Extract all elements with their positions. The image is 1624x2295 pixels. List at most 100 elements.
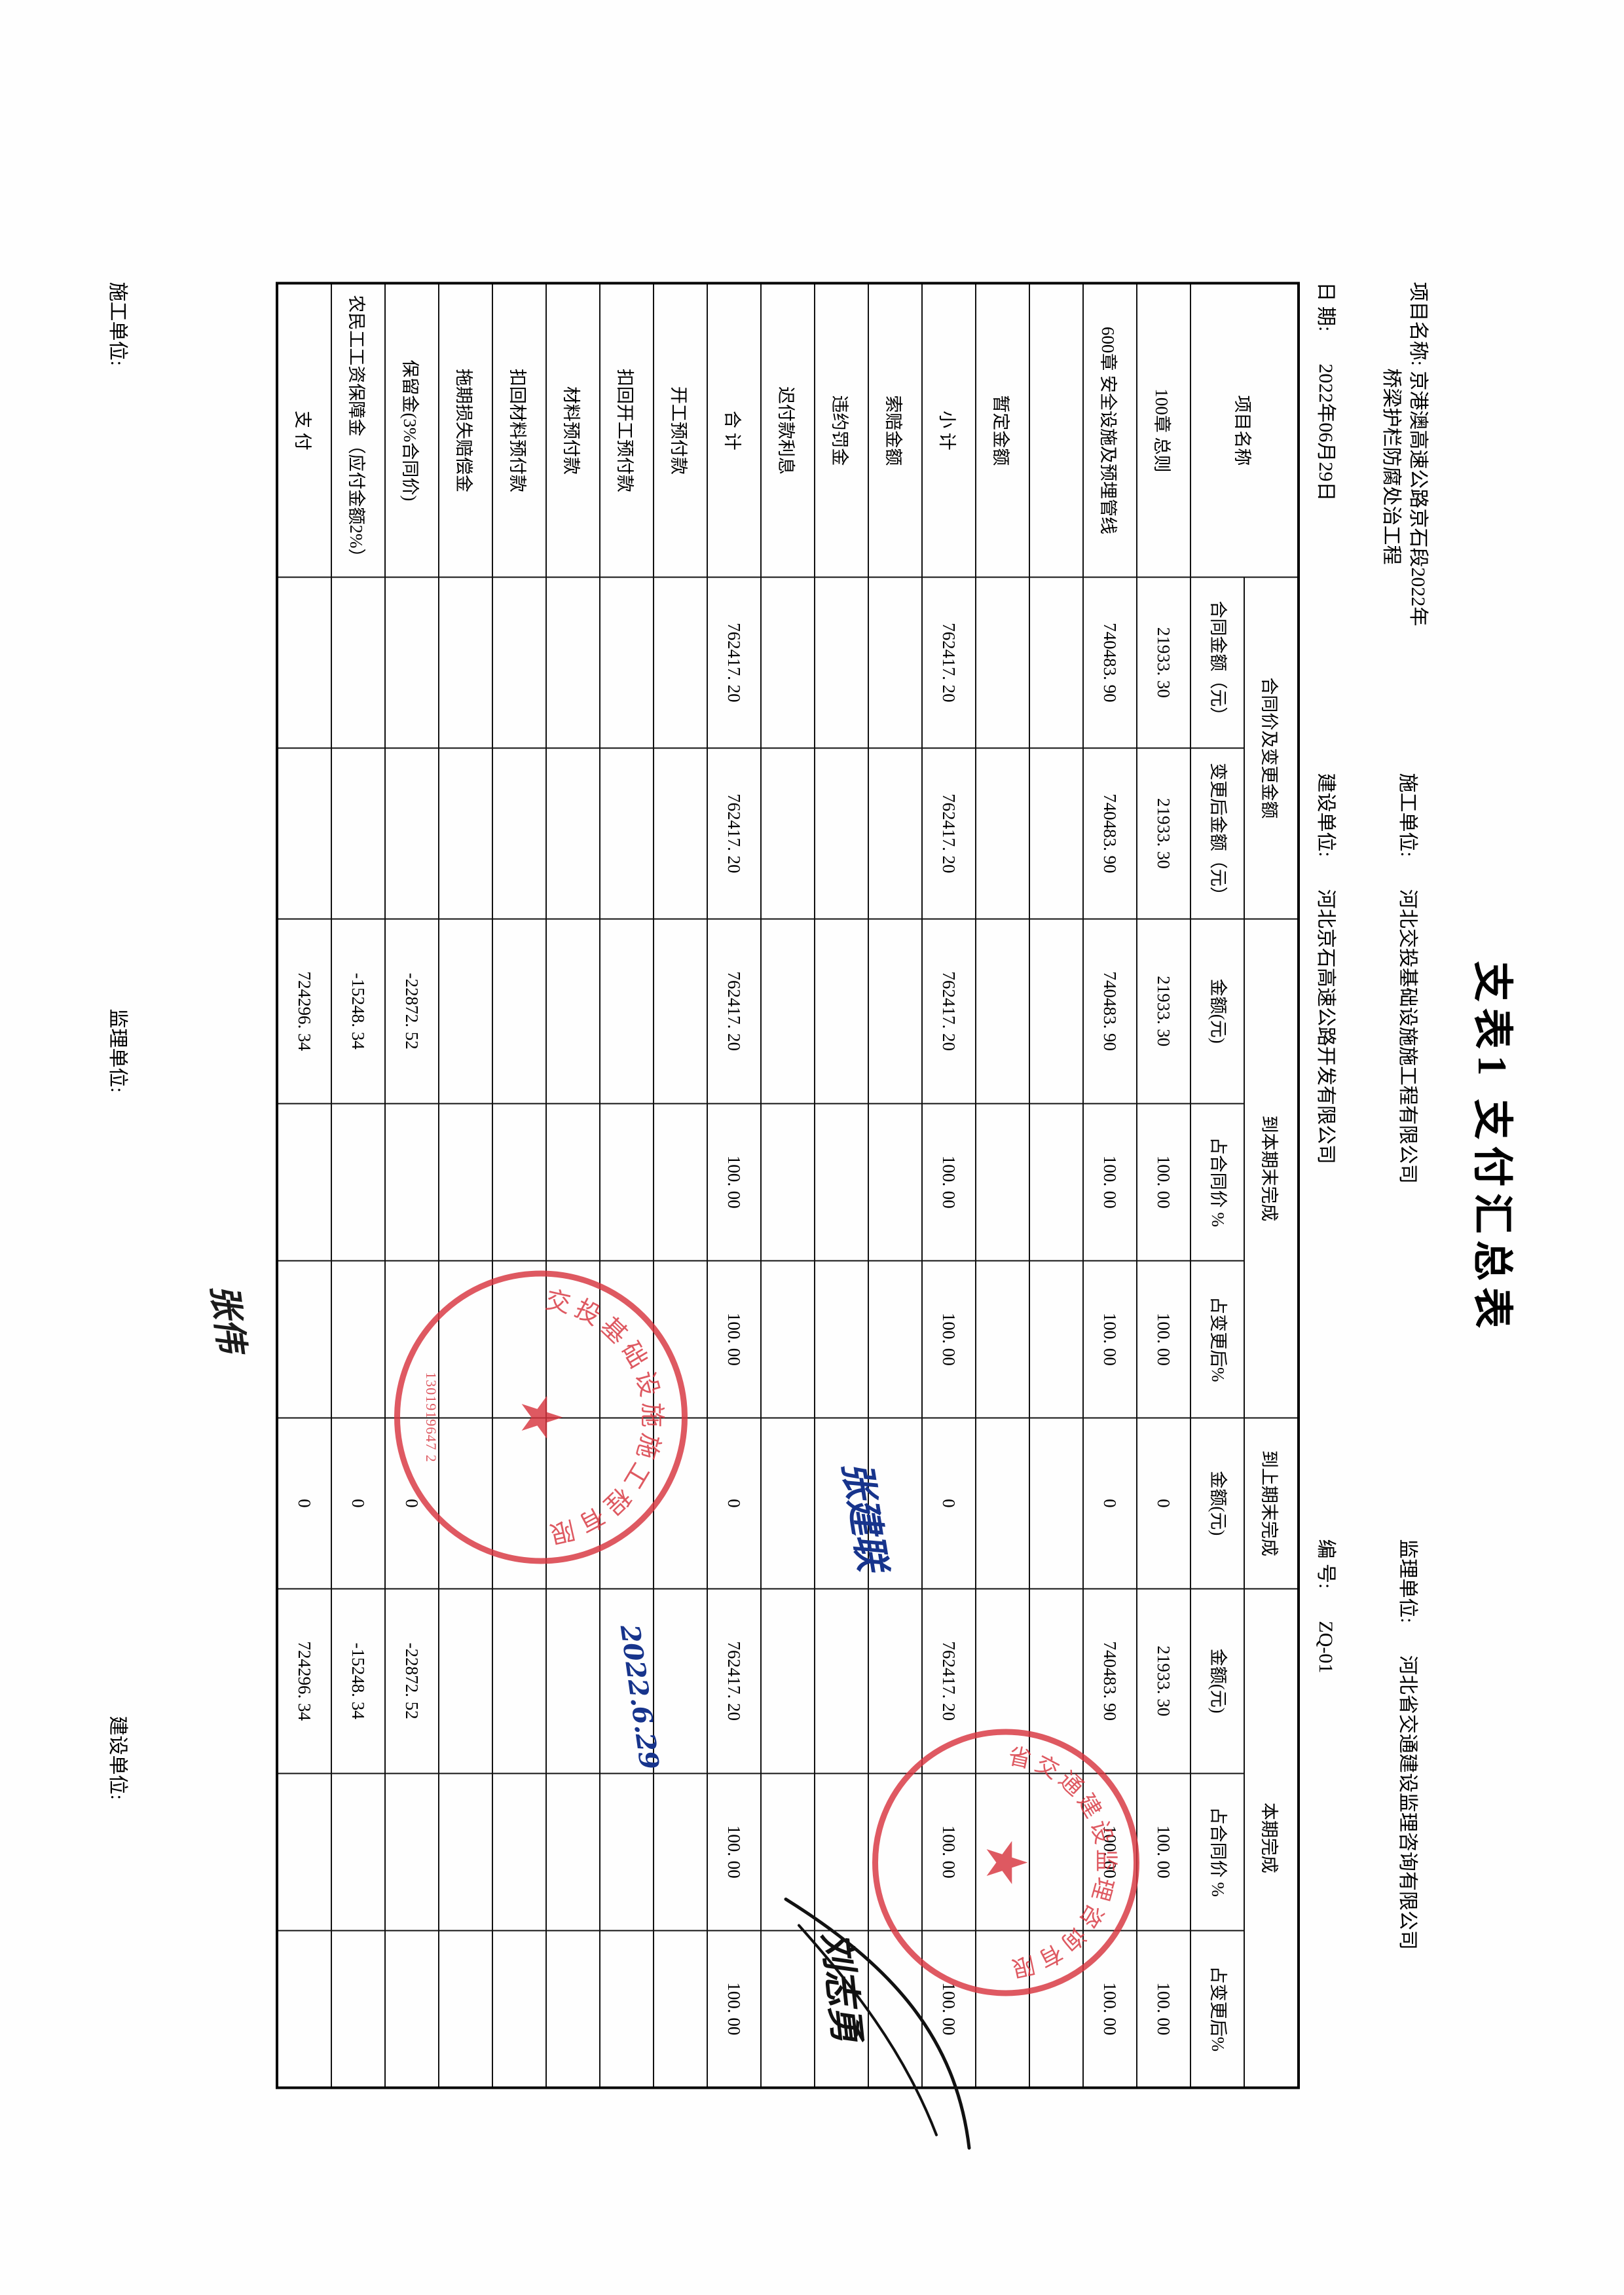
cell-c3: -22872. 52 (385, 918, 439, 1103)
table-head: 项目名称 合同价及变更金额 到本期末完成 到上期末完成 本期完成 合同金额（元）… (1190, 283, 1299, 2087)
table-row: 农民工工资保障金（应付金额2%） -15248. 34 0 -15248. 34 (331, 283, 385, 2087)
cell-c5 (654, 1260, 707, 1418)
cell-c1 (761, 576, 815, 748)
project-name-block: 项目名称: 京港澳高速公路京石段2022年 桥梁护栏防腐处治工程 (1378, 282, 1431, 626)
row-label (1029, 283, 1083, 577)
cell-c8 (331, 1772, 385, 1930)
cell-c1 (277, 576, 331, 748)
cell-c4 (277, 1103, 331, 1260)
cell-c9 (439, 1930, 492, 2087)
cell-c3: -15248. 34 (331, 918, 385, 1103)
cell-c1 (546, 576, 600, 748)
cell-c4 (868, 1103, 922, 1260)
cell-c9 (654, 1930, 707, 2087)
cell-c5: 100. 00 (1137, 1260, 1190, 1418)
cell-c3 (868, 918, 922, 1103)
cell-c1 (439, 576, 492, 748)
cell-c7: 740483. 90 (1083, 1588, 1137, 1773)
row-label: 600章 安全设施及预埋管线 (1083, 283, 1137, 577)
supervisor-label: 监理单位: (1397, 1539, 1418, 1623)
cell-c4 (331, 1103, 385, 1260)
cell-c8 (546, 1772, 600, 1930)
cell-c5 (815, 1260, 868, 1418)
owner-row: 建设单位: 河北京石高速公路开发有限公司 (1314, 773, 1342, 1164)
col-header-cur-pct-contract: 占合同价 % (1190, 1772, 1244, 1930)
cell-c7 (815, 1588, 868, 1773)
cell-c6: 0 (277, 1417, 331, 1588)
cell-c3: 762417. 20 (922, 918, 976, 1103)
cell-c4: 100. 00 (707, 1103, 761, 1260)
cell-c2 (761, 747, 815, 919)
row-label: 违约罚金 (815, 283, 868, 577)
serial-row: 编 号: ZQ-01 (1314, 1539, 1342, 1673)
cell-c7 (439, 1588, 492, 1773)
cell-c9 (277, 1930, 331, 2087)
cell-c1: 21933. 30 (1137, 576, 1190, 748)
cell-c6 (761, 1417, 815, 1588)
cell-c7: 21933. 30 (1137, 1588, 1190, 1773)
cell-c8 (654, 1772, 707, 1930)
table-row: 迟付款利息 (761, 283, 815, 2087)
table-row: 600章 安全设施及预埋管线 740483. 90 740483. 90 740483… (1083, 283, 1137, 2087)
cell-c2 (546, 747, 600, 919)
cell-c2 (439, 747, 492, 919)
cell-c9: 100. 00 (707, 1930, 761, 2087)
cell-c3 (546, 918, 600, 1103)
cell-c6: 0 (331, 1417, 385, 1588)
cell-c4 (600, 1103, 654, 1260)
cell-c5 (1029, 1260, 1083, 1418)
footer-contractor-label: 施工单位: (107, 282, 128, 366)
payment-summary-table: 项目名称 合同价及变更金额 到本期末完成 到上期末完成 本期完成 合同金额（元）… (276, 282, 1300, 2089)
cell-c4: 100. 00 (1083, 1103, 1137, 1260)
cell-c8 (868, 1772, 922, 1930)
row-label: 开工预付款 (654, 283, 707, 577)
cell-c3 (654, 918, 707, 1103)
cell-c9 (976, 1930, 1029, 2087)
footer-supervisor-label: 监理单位: (107, 1008, 128, 1093)
cell-c5 (546, 1260, 600, 1418)
cell-c5 (600, 1260, 654, 1418)
project-name-value-line1: 京港澳高速公路京石段2022年 (1407, 370, 1429, 626)
table-row: 材料预付款 (546, 283, 600, 2087)
cell-c9 (761, 1930, 815, 2087)
row-label: 扣回材料预付款 (492, 283, 546, 577)
row-label: 合 计 (707, 283, 761, 577)
row-label: 索赔金额 (868, 283, 922, 577)
cell-c4 (761, 1103, 815, 1260)
table-row: 拖期损失赔偿金 (439, 283, 492, 2087)
table-body: 100章 总则 21933. 30 21933. 30 21933. 30 100. 0… (277, 283, 1190, 2087)
contractor-value: 河北交投基础设施施工程有限公司 (1397, 889, 1418, 1184)
cell-c8 (1029, 1772, 1083, 1930)
cell-c1 (976, 576, 1029, 748)
cell-c2: 21933. 30 (1137, 747, 1190, 919)
cell-c8 (761, 1772, 815, 1930)
cell-c2: 762417. 20 (922, 747, 976, 919)
col-group-to-last-period: 到上期末完成 (1244, 1417, 1299, 1588)
page-title: 支表1 支付汇总表 (1469, 961, 1514, 1334)
cell-c2: 762417. 20 (707, 747, 761, 919)
cell-c5 (439, 1260, 492, 1418)
cell-c4 (1029, 1103, 1083, 1260)
cell-c3: 740483. 90 (1083, 918, 1137, 1103)
owner-value: 河北京石高速公路开发有限公司 (1315, 889, 1337, 1164)
cell-c3 (761, 918, 815, 1103)
cell-c6: 0 (707, 1417, 761, 1588)
cell-c9 (1029, 1930, 1083, 2087)
row-label: 迟付款利息 (761, 283, 815, 577)
cell-c4 (815, 1103, 868, 1260)
cell-c1 (1029, 576, 1083, 748)
cell-c9 (600, 1930, 654, 2087)
cell-c5 (868, 1260, 922, 1418)
cell-c9: 100. 00 (1083, 1930, 1137, 2087)
cell-c2 (654, 747, 707, 919)
cell-c8: 100. 00 (1083, 1772, 1137, 1930)
cell-c7 (761, 1588, 815, 1773)
serial-value: ZQ-01 (1315, 1620, 1337, 1673)
table-row: 扣回开工预付款 (600, 283, 654, 2087)
cell-c7: -22872. 52 (385, 1588, 439, 1773)
col-group-this-period: 本期完成 (1244, 1588, 1299, 2087)
cell-c9: 100. 00 (1137, 1930, 1190, 2087)
cell-c1 (815, 576, 868, 748)
